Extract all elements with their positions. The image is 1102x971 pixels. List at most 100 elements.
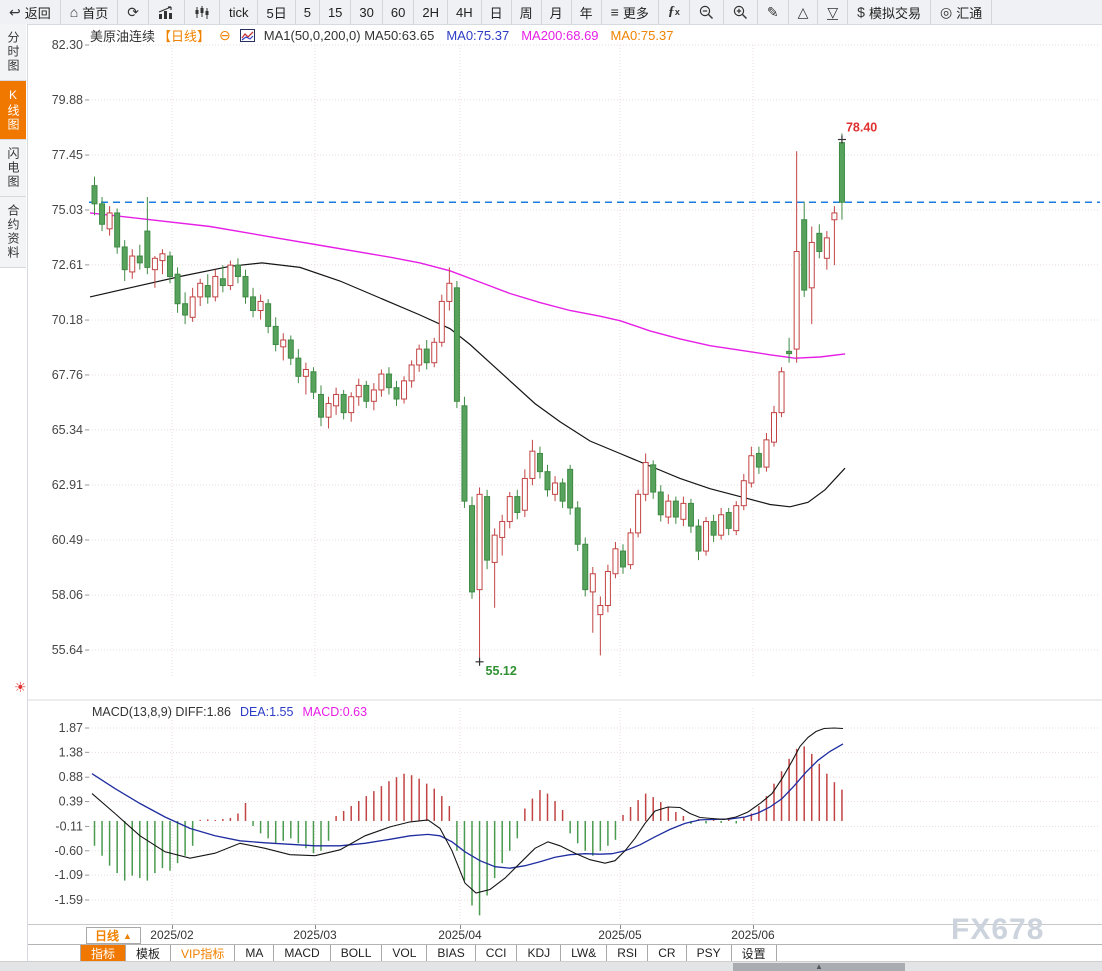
toolbar-button-zoom-in[interactable] bbox=[724, 0, 758, 24]
indicator-config-icon[interactable] bbox=[239, 29, 255, 42]
triangle-up-icon: △ bbox=[797, 4, 809, 20]
tab-indicators[interactable]: 指标 bbox=[80, 945, 127, 961]
menu-icon: ≡ bbox=[610, 4, 619, 20]
toolbar-button-chart-type-candle[interactable] bbox=[185, 0, 220, 24]
tab-macd[interactable]: MACD bbox=[274, 945, 331, 961]
toolbar-button-interval-5d[interactable]: 5日 bbox=[258, 0, 296, 24]
toolbar-label-interval-5d: 5日 bbox=[266, 5, 287, 21]
toolbar-button-interval-30[interactable]: 30 bbox=[351, 0, 383, 24]
toolbar-label-interval-15: 15 bbox=[327, 4, 343, 20]
tab-settings[interactable]: 设置 bbox=[732, 945, 777, 961]
toolbar-button-chart-type-bar[interactable] bbox=[149, 0, 185, 24]
tab-cr[interactable]: CR bbox=[648, 945, 687, 961]
toolbar-label-sim-trade: 模拟交易 bbox=[868, 5, 921, 21]
toolbar-button-huitong[interactable]: ◎ 汇通 bbox=[931, 0, 993, 24]
zoom-out-icon bbox=[699, 5, 714, 20]
sidebar-item-lightning-chart[interactable]: 闪电图 bbox=[0, 140, 26, 197]
tab-vol[interactable]: VOL bbox=[382, 945, 428, 961]
tab-rsi[interactable]: RSI bbox=[607, 945, 649, 961]
triangle-down-icon: ▽ bbox=[827, 3, 839, 20]
toolbar-button-triangle-down[interactable]: ▽ bbox=[818, 0, 849, 24]
svg-text:70.18: 70.18 bbox=[52, 313, 83, 327]
period-tag: 【日线】 bbox=[158, 29, 211, 44]
xaxis-tick bbox=[460, 925, 461, 929]
macd-legend-item-2: MACD:0.63 bbox=[302, 705, 368, 719]
toolbar-button-interval-month[interactable]: 月 bbox=[542, 0, 572, 24]
symbol-title: 美原油连续 bbox=[90, 29, 156, 44]
svg-text:77.45: 77.45 bbox=[52, 148, 83, 162]
toolbar-button-more[interactable]: ≡ 更多 bbox=[602, 0, 659, 24]
toolbar-label-interval-tick: tick bbox=[228, 4, 249, 20]
toolbar-label-interval-60: 60 bbox=[390, 4, 406, 20]
toolbar-button-interval-tick[interactable]: tick bbox=[220, 0, 259, 24]
toolbar-button-interval-4h[interactable]: 4H bbox=[448, 0, 482, 24]
ma-legend-item-2: MA200:68.69 bbox=[521, 28, 599, 43]
period-selector-button[interactable]: 日线 ▲ bbox=[86, 927, 141, 944]
svg-text:78.40: 78.40 bbox=[846, 121, 877, 135]
svg-text:1.87: 1.87 bbox=[59, 721, 83, 735]
toolbar-label-interval-30: 30 bbox=[359, 4, 374, 20]
toolbar-button-zoom-out[interactable] bbox=[690, 0, 724, 24]
collapse-icon[interactable]: ⊖ bbox=[219, 27, 231, 43]
svg-text:1.38: 1.38 bbox=[59, 745, 83, 759]
toolbar-button-back[interactable]: ↩ 返回 bbox=[0, 0, 61, 24]
xaxis-label-2025-03: 2025/03 bbox=[293, 928, 337, 942]
xaxis-label-2025-05: 2025/05 bbox=[598, 928, 642, 942]
tab-bias[interactable]: BIAS bbox=[427, 945, 476, 961]
tab-boll[interactable]: BOLL bbox=[331, 945, 383, 961]
indicator-tabs: 指标 模板 VIP指标 MA MACD BOLL VOL BIAS CCI KDJ LW& RSI CR… bbox=[27, 944, 1102, 961]
toolbar-button-interval-2h[interactable]: 2H bbox=[414, 0, 448, 24]
tab-cci[interactable]: CCI bbox=[476, 945, 518, 961]
price-chart-canvas[interactable]: 82.30 79.88 77.45 75.03 72.61 70.18 67.76 65.34… bbox=[0, 24, 1102, 924]
xaxis-label-2025-02: 2025/02 bbox=[150, 928, 194, 942]
toolbar-label-interval-month: 月 bbox=[549, 5, 563, 21]
tab-psy[interactable]: PSY bbox=[687, 945, 732, 961]
toolbar-button-interval-year[interactable]: 年 bbox=[572, 0, 602, 24]
tab-lw[interactable]: LW& bbox=[561, 945, 608, 961]
xaxis-label-2025-06: 2025/06 bbox=[731, 928, 775, 942]
toolbar-button-interval-60[interactable]: 60 bbox=[383, 0, 415, 24]
ma-legend: MA1(50,0,200,0) MA50:63.65 MA0:75.37 MA200… bbox=[264, 28, 674, 43]
sidebar-item-kline-chart[interactable]: K线图 bbox=[0, 81, 26, 140]
toolbar-button-sim-trade[interactable]: $ 模拟交易 bbox=[848, 0, 931, 24]
toolbar-button-triangle-up[interactable]: △ bbox=[789, 0, 819, 24]
scrollbar-handle[interactable]: ▲ bbox=[733, 963, 905, 971]
toolbar-button-home[interactable]: ⌂ 首页 bbox=[61, 0, 119, 24]
sidebar-item-time-chart[interactable]: 分时图 bbox=[0, 24, 26, 81]
svg-text:75.03: 75.03 bbox=[52, 203, 83, 217]
sidebar-item-contract-info[interactable]: 合约资料 bbox=[0, 197, 26, 268]
indicator-settings-icon[interactable]: ☀ bbox=[14, 679, 27, 695]
back-arrow-icon: ↩ bbox=[9, 4, 21, 20]
svg-text:65.34: 65.34 bbox=[52, 423, 83, 437]
toolbar-label-interval-week: 周 bbox=[519, 5, 533, 21]
toolbar-button-interval-5[interactable]: 5 bbox=[296, 0, 320, 24]
ma-legend-item-3: MA0:75.37 bbox=[610, 28, 674, 43]
tab-templates[interactable]: 模板 bbox=[126, 945, 172, 961]
toolbar-button-draw[interactable]: ✎ bbox=[758, 0, 789, 24]
toolbar-button-refresh[interactable]: ⟳ bbox=[118, 0, 149, 24]
svg-text:0.88: 0.88 bbox=[59, 770, 83, 784]
svg-text:82.30: 82.30 bbox=[52, 38, 83, 52]
zoom-in-icon bbox=[733, 5, 748, 20]
chart-scrollbar[interactable]: ▲ bbox=[0, 961, 1102, 971]
macd-header: MACD(13,8,9) DIFF:1.86 DEA:1.55 MACD:0.63 bbox=[92, 705, 367, 719]
toolbar-label-interval-2h: 2H bbox=[422, 4, 439, 20]
tab-vip-indicators[interactable]: VIP指标 bbox=[171, 945, 236, 961]
bar-chart-icon bbox=[158, 5, 175, 19]
xaxis-tick bbox=[753, 925, 754, 929]
tab-ma[interactable]: MA bbox=[235, 945, 275, 961]
toolbar-button-interval-week[interactable]: 周 bbox=[512, 0, 542, 24]
toolbar-button-interval-day[interactable]: 日 bbox=[482, 0, 512, 24]
tab-kdj[interactable]: KDJ bbox=[517, 945, 562, 961]
chevron-up-icon: ▲ bbox=[123, 930, 132, 941]
toolbar-label-interval-5: 5 bbox=[303, 4, 311, 20]
toolbar-button-interval-15[interactable]: 15 bbox=[320, 0, 352, 24]
xaxis-label-2025-04: 2025/04 bbox=[438, 928, 482, 942]
svg-text:55.12: 55.12 bbox=[486, 664, 517, 678]
svg-text:-0.60: -0.60 bbox=[55, 844, 84, 858]
xaxis-tick bbox=[620, 925, 621, 929]
toolbar-label-huitong: 汇通 bbox=[956, 5, 983, 21]
svg-text:-1.09: -1.09 bbox=[55, 868, 84, 882]
